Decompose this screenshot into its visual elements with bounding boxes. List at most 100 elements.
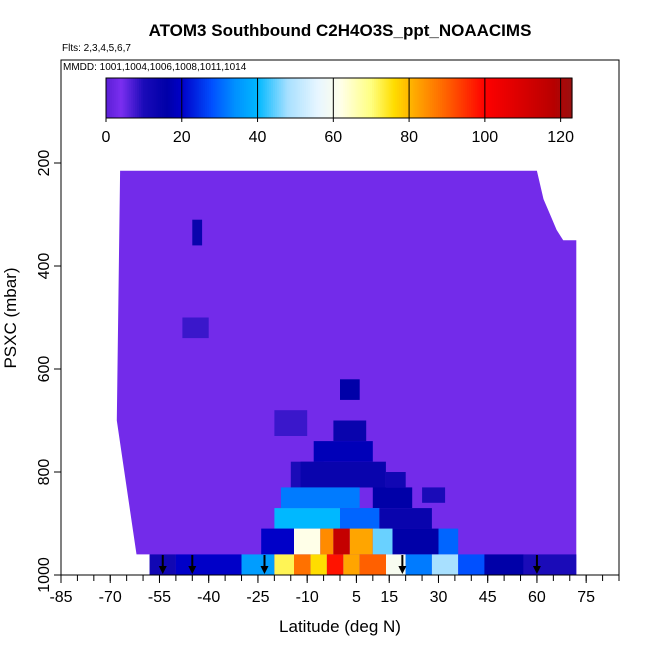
heatmap-cell [340,508,380,529]
colorbar-segment [294,78,297,118]
colorbar-segment [504,78,507,118]
colorbar-segment [232,78,235,118]
colorbar-segment [313,78,317,118]
colorbar-segment [457,78,460,118]
colorbar-segment [109,78,113,118]
colorbar-segment [251,78,255,118]
x-tick-label: -10 [296,589,319,606]
heatmap-cell [349,528,373,555]
colorbar-segment [529,78,532,118]
colorbar-segment [304,78,307,118]
colorbar-segment [305,78,309,118]
colorbar-tick-label: 100 [472,129,499,146]
colorbar-segment [142,78,146,118]
colorbar-segment [474,78,478,118]
y-tick-label: 800 [36,459,53,486]
colorbar-segment [399,78,402,118]
colorbar-segment [496,78,499,118]
colorbar-segment [416,78,420,118]
colorbar-segment [490,78,493,118]
colorbar-segment [428,78,431,118]
colorbar-segment [243,78,247,118]
x-tick-label: 5 [352,589,361,606]
colorbar-segment [540,78,544,118]
colorbar-segment [208,78,212,118]
heatmap-cell [241,554,275,575]
heatmap-cell [333,528,350,555]
colorbar-segment [480,78,484,118]
colorbar-segment [502,78,505,118]
colorbar-segment [212,78,216,118]
colorbar-segment [486,78,490,118]
colorbar-segment [482,78,486,118]
heatmap-cell [372,487,413,508]
heatmap-cell [274,554,295,575]
colorbar-segment [201,78,204,118]
colorbar-segment [280,78,284,118]
colorbar-segment [247,78,251,118]
arrow-marker [188,555,197,574]
colorbar-segment [222,78,226,118]
colorbar-segment [106,78,109,118]
colorbar-segment [346,78,350,118]
colorbar-segment [515,78,519,118]
colorbar-segment [568,78,571,118]
colorbar-segment [570,78,573,118]
colorbar-segment [408,78,412,118]
heatmap-cell [438,528,459,555]
colorbar-segment [554,78,558,118]
heatmap-cell [343,554,360,575]
colorbar-tick-label: 120 [547,129,574,146]
colorbar-segment [401,78,404,118]
colorbar-segment [542,78,546,118]
colorbar-segment [253,78,257,118]
colorbar-segment [385,78,389,118]
colorbar-segment [115,78,119,118]
y-tick-label: 200 [36,150,53,177]
colorbar-segment [564,78,567,118]
heatmap [116,170,577,575]
colorbar-segment [234,78,237,118]
heatmap-cell [192,219,203,246]
colorbar-segment [177,78,181,118]
colorbar-segment [405,78,408,118]
colorbar-segment [298,78,301,118]
colorbar-segment [535,78,538,118]
colorbar-segment [552,78,556,118]
colorbar-segment [131,78,134,118]
colorbar-segment [335,78,338,118]
colorbar-segment [191,78,194,118]
x-axis-label: Latitude (deg N) [279,617,401,636]
heatmap-cell [359,554,386,575]
colorbar-segment [505,78,509,118]
colorbar-tick-label: 40 [249,129,267,146]
x-tick-label: 45 [479,589,497,606]
colorbar-segment [179,78,183,118]
colorbar-segment [447,78,451,118]
heatmap-cell [379,508,432,529]
heatmap-cell [484,554,524,575]
flights-note: Flts: 2,3,4,5,6,7 [62,43,131,54]
colorbar-segment [368,78,371,118]
colorbar-segment [181,78,185,118]
colorbar-segment [372,78,375,118]
colorbar-segment [381,78,385,118]
colorbar-segment [488,78,492,118]
heatmap-cell [294,528,321,555]
arrow-marker [158,555,167,574]
colorbar-segment [111,78,115,118]
colorbar-segment [154,78,158,118]
colorbar-segment [139,78,142,118]
chart-title: ATOM3 Southbound C2H4O3S_ppt_NOAACIMS [149,21,532,40]
heatmap-cell [310,554,327,575]
colorbar-segment [140,78,144,118]
colorbar-segment [544,78,548,118]
colorbar-segment [455,78,459,118]
colorbar-segment [472,78,476,118]
colorbar-segment [556,78,560,118]
colorbar-segment [125,78,128,118]
colorbar-segment [509,78,513,118]
colorbar-segment [424,78,427,118]
colorbar-segment [434,78,437,118]
heatmap-cell [405,554,432,575]
